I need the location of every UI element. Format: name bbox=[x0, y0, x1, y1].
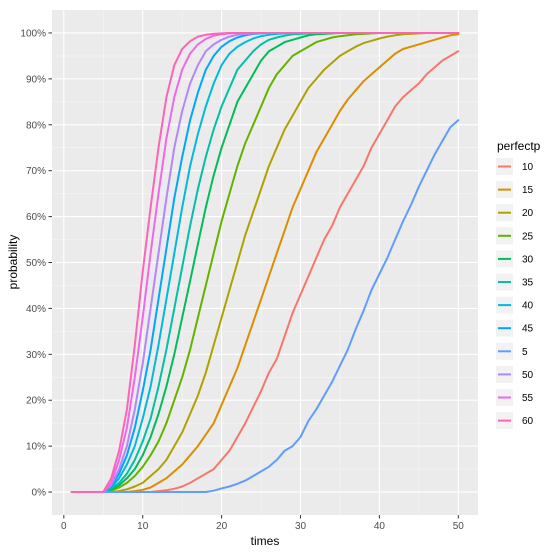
legend-label-45: 45 bbox=[522, 324, 534, 335]
series-line-20 bbox=[70, 32, 460, 493]
y-tick-label: 80% bbox=[26, 120, 46, 131]
legend-label-60: 60 bbox=[522, 416, 534, 427]
legend-label-40: 40 bbox=[522, 301, 534, 312]
y-tick-label: 0% bbox=[32, 488, 47, 499]
y-tick-label: 20% bbox=[26, 396, 46, 407]
y-tick-label: 70% bbox=[26, 166, 46, 177]
x-axis-title: times bbox=[251, 534, 280, 548]
y-tick-label: 100% bbox=[20, 28, 46, 39]
x-tick-label: 20 bbox=[216, 521, 228, 532]
legend-label-30: 30 bbox=[522, 254, 534, 265]
y-tick-label: 10% bbox=[26, 442, 46, 453]
series-lines bbox=[70, 32, 460, 493]
x-tick-label: 30 bbox=[295, 521, 307, 532]
legend-label-25: 25 bbox=[522, 231, 534, 242]
legend-label-10: 10 bbox=[522, 162, 534, 173]
x-tick-label: 10 bbox=[137, 521, 149, 532]
legend: perfectp 10 15 20 25 30 35 40 45 5 50 55 60 bbox=[496, 139, 541, 430]
x-tick-label: 40 bbox=[374, 521, 386, 532]
series-line-15 bbox=[70, 33, 460, 493]
legend-label-15: 15 bbox=[522, 185, 534, 196]
legend-label-5: 5 bbox=[522, 347, 528, 358]
legend-label-50: 50 bbox=[522, 370, 534, 381]
y-axis: 0% 10% 20% 30% 40% 50% 60% 70% 80% 90% 100% bbox=[20, 28, 52, 499]
legend-label-35: 35 bbox=[522, 278, 534, 289]
y-tick-label: 60% bbox=[26, 212, 46, 223]
x-tick-label: 0 bbox=[61, 521, 67, 532]
x-axis: 0 10 20 30 40 50 bbox=[61, 515, 464, 532]
y-tick-label: 40% bbox=[26, 304, 46, 315]
y-tick-label: 50% bbox=[26, 258, 46, 269]
legend-title: perfectp bbox=[497, 139, 541, 153]
x-tick-label: 50 bbox=[453, 521, 465, 532]
y-tick-label: 90% bbox=[26, 74, 46, 85]
series-line-5 bbox=[70, 119, 460, 493]
legend-label-20: 20 bbox=[522, 208, 534, 219]
y-tick-label: 30% bbox=[26, 350, 46, 361]
y-axis-title: probability bbox=[6, 235, 20, 290]
series-line-60 bbox=[70, 32, 460, 493]
legend-label-55: 55 bbox=[522, 393, 534, 404]
